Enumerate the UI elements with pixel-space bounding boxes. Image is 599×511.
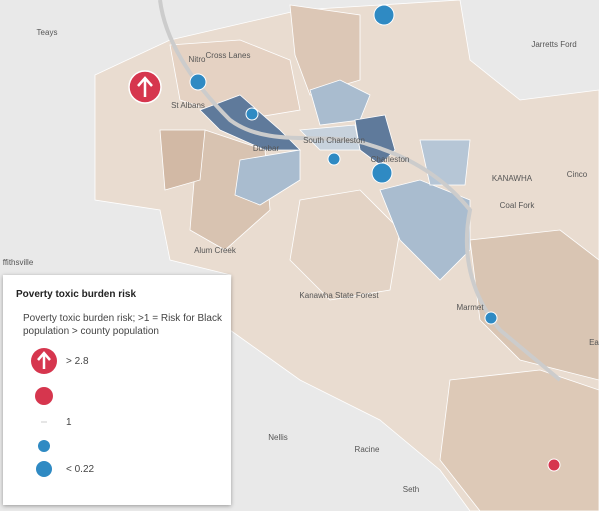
place-label: Marmet [456,303,484,312]
place-label: Jarretts Ford [531,40,576,49]
place-label: Alum Creek [194,246,237,255]
place-label: Nitro [189,55,206,64]
place-label: Cross Lanes [206,51,251,60]
place-label: South Charleston [303,136,365,145]
place-label: Racine [355,445,380,454]
place-label: Teays [37,28,58,37]
place-label: ffithsville [3,258,34,267]
place-label: Dunbar [253,144,280,153]
place-labels: Teays Nitro Cross Lanes St Albans Dunbar Sout… [3,28,599,494]
legend-description: Poverty toxic burden risk; >1 = Risk for… [23,313,222,337]
place-label: Coal Fork [500,201,536,210]
place-label: Charleston [371,155,410,164]
legend: Poverty toxic burden risk Poverty toxic … [3,275,231,505]
regions [94,0,599,511]
place-label: Kanawha State Forest [299,291,379,300]
legend-symbols [31,348,57,477]
symbols [128,4,561,472]
place-label: Seth [403,485,419,494]
place-label: Cinco [567,170,588,179]
legend-title: Poverty toxic burden risk [16,289,137,300]
place-label: Ea [589,338,599,347]
place-label: Nellis [268,433,288,442]
legend-label: > 2.8 [66,356,89,367]
place-label: KANAWHA [492,174,533,183]
legend-label: < 0.22 [66,464,95,475]
place-label: St Albans [171,101,205,110]
legend-label: 1 [66,417,72,428]
